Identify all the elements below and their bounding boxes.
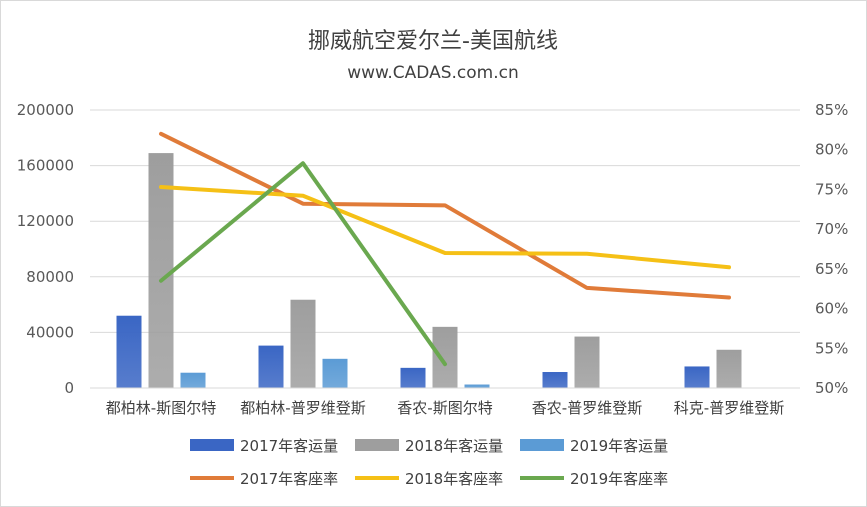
y-right-tick-label: 60% <box>815 300 848 318</box>
y-right-tick-label: 55% <box>815 339 848 357</box>
y-left-tick-label: 160000 <box>17 157 74 175</box>
y-right-tick-label: 70% <box>815 220 848 238</box>
bar <box>464 384 490 388</box>
legend-swatch <box>190 439 234 451</box>
y-right-tick-label: 65% <box>815 260 848 278</box>
y-left-tick-label: 80000 <box>26 268 74 286</box>
bar <box>148 153 174 388</box>
series-line <box>159 185 731 270</box>
y-left-tick-label: 40000 <box>26 323 74 341</box>
x-category-label: 都柏林-普罗维登斯 <box>240 399 365 417</box>
chart-title: 挪威航空爱尔兰-美国航线 <box>308 29 558 54</box>
bar <box>716 349 742 388</box>
bar <box>180 372 206 388</box>
y-right-tick-label: 80% <box>815 141 848 159</box>
legend-label: 2017年客运量 <box>240 437 338 455</box>
y-right-tick-label: 50% <box>815 379 848 397</box>
bar <box>290 299 316 388</box>
y-right-tick-label: 85% <box>815 101 848 119</box>
lines-layer <box>159 131 731 367</box>
bars-layer <box>116 153 742 388</box>
legend-label: 2018年客运量 <box>405 437 503 455</box>
bar <box>432 326 458 388</box>
bar <box>542 372 568 388</box>
x-category-label: 香农-斯图尔特 <box>397 399 492 417</box>
bar <box>258 345 284 388</box>
legend: 2017年客运量 2018年客运量 2019年客运量 2017年客座率 2018年客座率… <box>190 437 668 488</box>
y-left-tick-label: 200000 <box>17 101 74 119</box>
x-category-label: 都柏林-斯图尔特 <box>106 399 216 417</box>
x-category-label: 科克-普罗维登斯 <box>674 399 784 417</box>
y-left-tick-label: 0 <box>64 379 74 397</box>
legend-swatch <box>520 439 564 451</box>
y-right-tick-label: 75% <box>815 180 848 198</box>
legend-label: 2017年客座率 <box>240 470 338 488</box>
bar <box>400 367 426 388</box>
bar <box>574 336 600 388</box>
legend-label: 2019年客座率 <box>570 470 668 488</box>
axes-layer: 0 40000 80000 120000 160000 200000 50% 55% 60% 65… <box>17 101 849 417</box>
y-left-tick-label: 120000 <box>17 212 74 230</box>
gridlines <box>90 109 800 333</box>
bar <box>116 315 142 388</box>
x-category-label: 香农-普罗维登斯 <box>532 399 642 417</box>
legend-swatch <box>355 439 399 451</box>
legend-label: 2019年客运量 <box>570 437 668 455</box>
chart-subtitle: www.CADAS.com.cn <box>347 63 519 83</box>
series-line <box>159 131 731 300</box>
legend-label: 2018年客座率 <box>405 470 503 488</box>
bar <box>322 358 348 388</box>
series-line <box>159 161 447 367</box>
bar <box>684 366 710 388</box>
